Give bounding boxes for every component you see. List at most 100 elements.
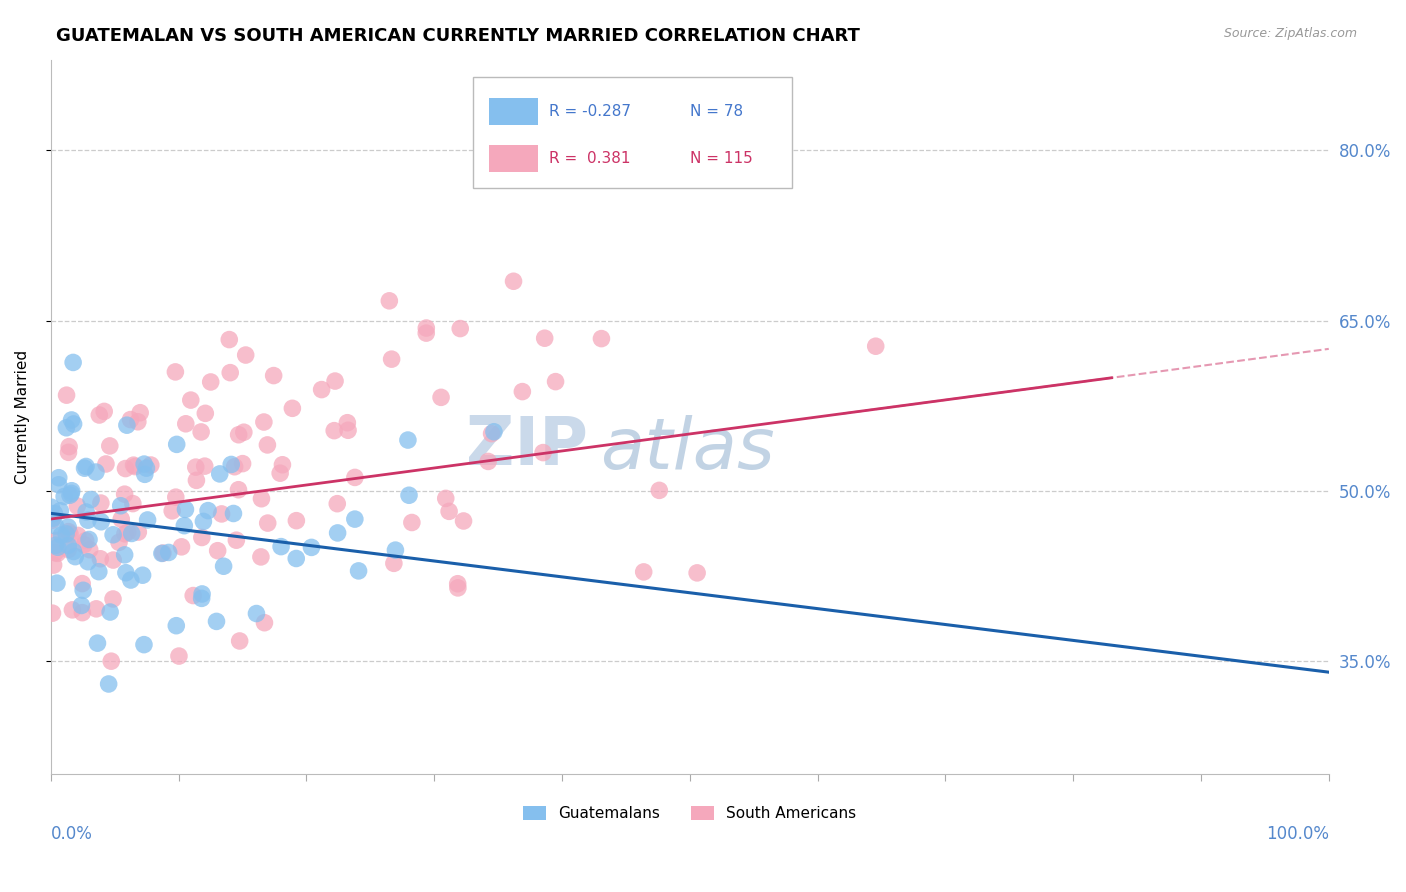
Point (45, 519, 67, 533)
FancyBboxPatch shape (489, 145, 537, 172)
Point (41, 500, 63, 515)
Point (256, 438, 278, 452)
Point (46, 541, 69, 555)
Point (55, 388, 77, 402)
Point (77, 513, 100, 527)
Point (269, 466, 291, 480)
Point (166, 437, 188, 451)
Point (60, 603, 83, 617)
Text: R =  0.381: R = 0.381 (550, 151, 631, 166)
Point (343, 512, 366, 526)
Legend: Guatemalans, South Americans: Guatemalans, South Americans (517, 800, 862, 828)
Point (285, 514, 308, 528)
Point (127, 524, 149, 539)
Point (77, 555, 100, 569)
Point (46, 546, 69, 560)
Text: ZIP: ZIP (465, 412, 588, 478)
Point (591, 332, 613, 346)
Point (152, 546, 174, 560)
Text: GUATEMALAN VS SOUTH AMERICAN CURRENTLY MARRIED CORRELATION CHART: GUATEMALAN VS SOUTH AMERICAN CURRENTLY M… (56, 27, 860, 45)
Point (531, 445, 554, 459)
Point (323, 374, 346, 388)
Point (165, 490, 187, 504)
Point (121, 497, 143, 511)
Point (60, 486, 83, 500)
Point (205, 615, 228, 629)
Point (228, 483, 250, 497)
Point (110, 512, 132, 526)
Point (58, 440, 80, 454)
Point (212, 559, 235, 574)
Point (311, 383, 333, 397)
Point (502, 274, 524, 288)
Point (343, 470, 366, 484)
Point (222, 507, 245, 521)
Point (103, 553, 125, 567)
Point (219, 458, 242, 472)
Point (401, 516, 423, 530)
Point (97, 677, 120, 691)
Point (160, 504, 183, 518)
Point (79, 542, 101, 557)
Point (120, 573, 142, 587)
Point (228, 634, 250, 648)
Point (89, 408, 111, 422)
Point (447, 581, 470, 595)
Point (157, 545, 180, 559)
Point (41, 606, 63, 620)
Point (174, 502, 197, 516)
Point (512, 384, 534, 399)
Point (270, 540, 292, 554)
Point (66, 499, 89, 513)
Point (170, 540, 193, 554)
Point (184, 460, 207, 475)
Point (101, 592, 124, 607)
Point (98, 439, 121, 453)
Point (114, 487, 136, 501)
Point (121, 526, 143, 541)
Point (633, 565, 655, 579)
Point (208, 467, 231, 481)
Text: atlas: atlas (600, 415, 775, 483)
Point (59, 527, 82, 541)
Point (100, 654, 122, 668)
Point (59, 488, 82, 502)
Point (53, 490, 76, 504)
Point (58, 542, 80, 557)
Point (336, 416, 359, 430)
Point (84, 602, 107, 616)
Point (114, 548, 136, 562)
Point (73, 538, 96, 552)
Point (167, 649, 190, 664)
Point (65, 549, 87, 564)
Point (94, 457, 117, 471)
Point (56, 538, 79, 552)
Point (193, 515, 215, 529)
Point (186, 474, 208, 488)
Point (165, 618, 187, 632)
Point (135, 461, 157, 475)
Point (225, 533, 247, 548)
Text: 0.0%: 0.0% (51, 825, 93, 843)
Point (250, 549, 273, 564)
Point (127, 415, 149, 429)
Point (44, 546, 66, 560)
Text: N = 115: N = 115 (690, 151, 752, 166)
Point (449, 321, 471, 335)
Point (55, 421, 77, 435)
Point (323, 424, 346, 438)
Text: 100.0%: 100.0% (1265, 825, 1329, 843)
Point (108, 535, 131, 549)
Point (174, 417, 197, 431)
Point (191, 531, 214, 545)
Point (93, 404, 115, 418)
Point (72, 583, 94, 598)
Point (136, 513, 159, 527)
Point (70, 576, 93, 591)
Point (134, 467, 156, 482)
Point (58, 445, 80, 459)
Point (228, 427, 250, 442)
Point (190, 591, 212, 606)
Point (396, 433, 419, 447)
Point (378, 293, 401, 308)
